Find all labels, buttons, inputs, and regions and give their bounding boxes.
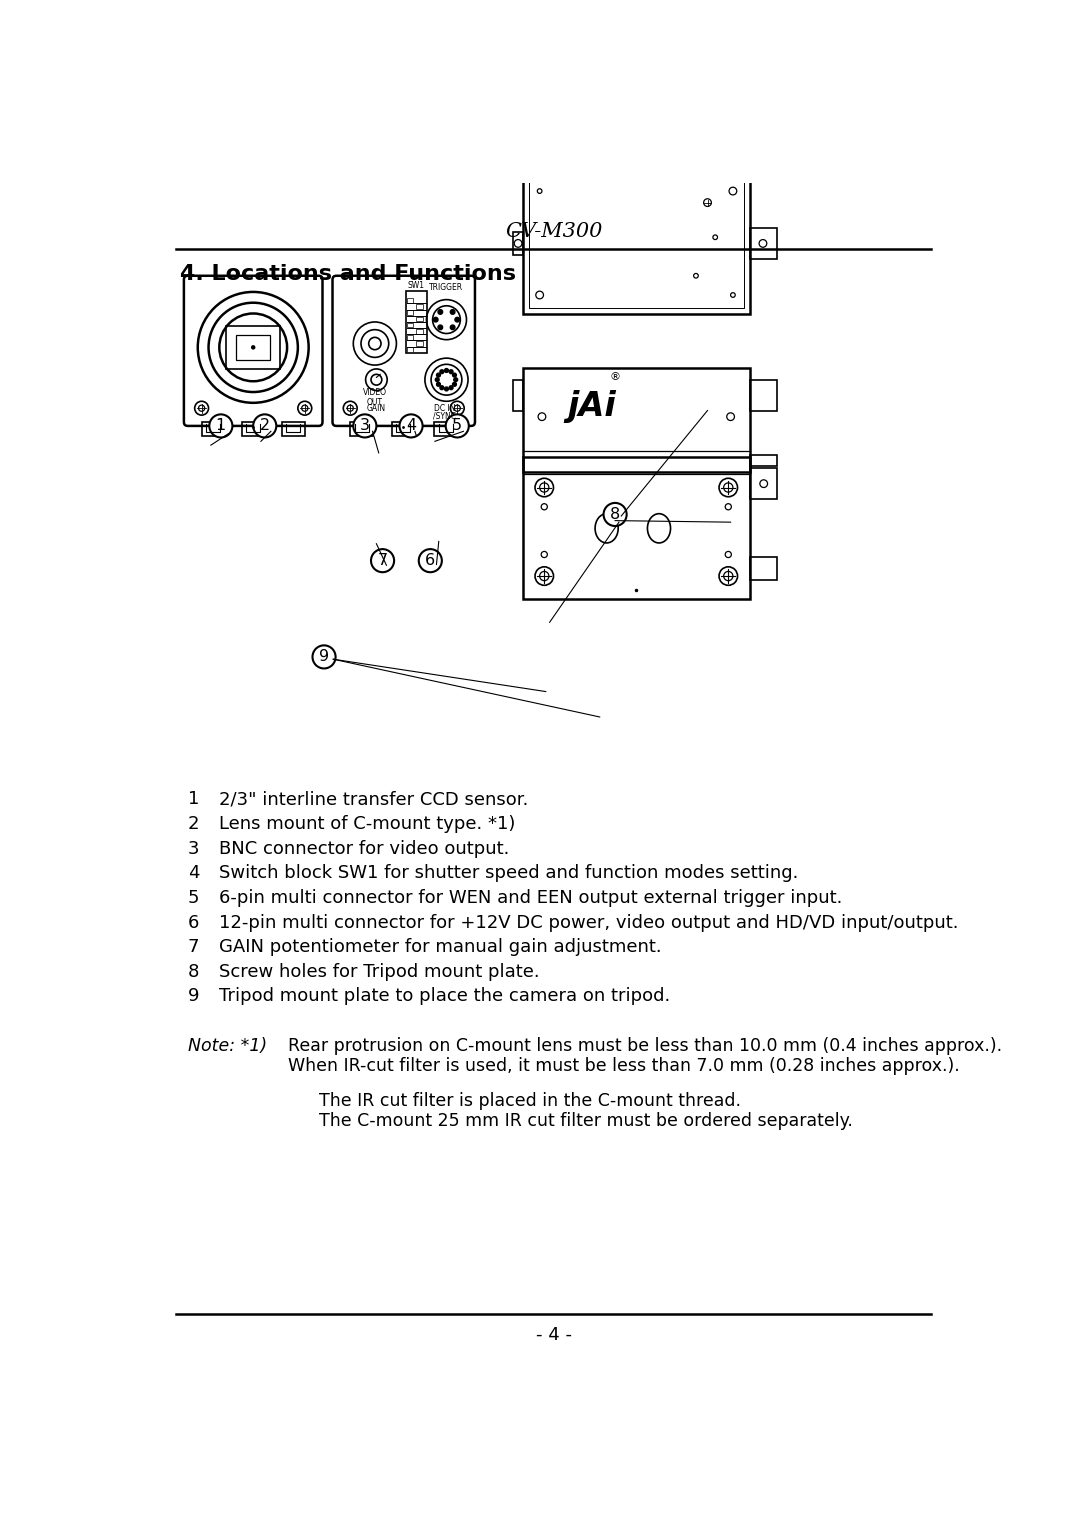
- Text: 5: 5: [188, 889, 199, 908]
- Text: 9: 9: [188, 987, 199, 1005]
- Circle shape: [372, 549, 394, 571]
- Text: VIDEO: VIDEO: [363, 388, 387, 397]
- Polygon shape: [407, 298, 414, 303]
- Text: 3: 3: [188, 840, 199, 857]
- Circle shape: [440, 385, 444, 390]
- Text: Screw holes for Tripod mount plate.: Screw holes for Tripod mount plate.: [218, 963, 539, 981]
- Text: Lens mount of C-mount type. *1): Lens mount of C-mount type. *1): [218, 814, 515, 833]
- Text: 6: 6: [426, 553, 435, 568]
- Circle shape: [450, 325, 455, 330]
- Circle shape: [604, 503, 626, 526]
- Circle shape: [449, 385, 453, 390]
- Text: 4: 4: [188, 865, 199, 882]
- Circle shape: [446, 414, 469, 437]
- Text: DC IN: DC IN: [434, 403, 456, 413]
- Circle shape: [453, 382, 457, 387]
- Text: jAi: jAi: [568, 390, 617, 423]
- Text: Switch block SW1 for shutter speed and function modes setting.: Switch block SW1 for shutter speed and f…: [218, 865, 798, 882]
- Text: 2/3" interline transfer CCD sensor.: 2/3" interline transfer CCD sensor.: [218, 790, 528, 808]
- Circle shape: [419, 549, 442, 571]
- Text: 12-pin multi connector for +12V DC power, video output and HD/VD input/output.: 12-pin multi connector for +12V DC power…: [218, 914, 958, 932]
- Polygon shape: [417, 329, 422, 333]
- Circle shape: [438, 325, 443, 330]
- Text: 8: 8: [610, 507, 620, 523]
- Text: ®: ®: [609, 373, 621, 382]
- Text: The IR cut filter is placed in the C-mount thread.: The IR cut filter is placed in the C-mou…: [319, 1093, 741, 1109]
- Circle shape: [400, 414, 422, 437]
- Text: 9: 9: [319, 649, 329, 665]
- Polygon shape: [417, 316, 422, 321]
- Polygon shape: [417, 304, 422, 309]
- Text: GAIN: GAIN: [367, 403, 386, 413]
- Polygon shape: [407, 322, 414, 327]
- Text: 6-pin multi connector for WEN and EEN output external trigger input.: 6-pin multi connector for WEN and EEN ou…: [218, 889, 842, 908]
- Text: 2: 2: [259, 419, 270, 434]
- Polygon shape: [407, 335, 414, 339]
- Text: TRIGGER: TRIGGER: [430, 283, 463, 292]
- Text: 5: 5: [453, 419, 462, 434]
- Circle shape: [455, 318, 460, 322]
- Circle shape: [438, 310, 443, 315]
- Text: Tripod mount plate to place the camera on tripod.: Tripod mount plate to place the camera o…: [218, 987, 670, 1005]
- Text: 8: 8: [188, 963, 199, 981]
- Circle shape: [435, 377, 440, 382]
- Circle shape: [440, 370, 444, 374]
- Circle shape: [449, 370, 453, 374]
- Text: 1: 1: [188, 790, 199, 808]
- Circle shape: [253, 414, 276, 437]
- Text: When IR-cut filter is used, it must be less than 7.0 mm (0.28 inches approx.).: When IR-cut filter is used, it must be l…: [288, 1056, 960, 1074]
- Polygon shape: [407, 310, 414, 315]
- Circle shape: [445, 368, 448, 373]
- Circle shape: [312, 645, 336, 668]
- Circle shape: [353, 414, 377, 437]
- Circle shape: [436, 373, 441, 377]
- Text: OUT: OUT: [367, 397, 382, 406]
- Text: - 4 -: - 4 -: [536, 1325, 571, 1343]
- Text: BNC connector for video output.: BNC connector for video output.: [218, 840, 509, 857]
- Text: 3: 3: [360, 419, 369, 434]
- Circle shape: [450, 310, 455, 315]
- Polygon shape: [407, 347, 414, 351]
- Circle shape: [453, 373, 457, 377]
- Circle shape: [436, 382, 441, 387]
- Circle shape: [454, 377, 458, 382]
- Text: SW1: SW1: [408, 281, 424, 289]
- Text: 4. Locations and Functions: 4. Locations and Functions: [180, 264, 516, 284]
- Circle shape: [445, 387, 448, 391]
- Text: 4: 4: [406, 419, 416, 434]
- Circle shape: [210, 414, 232, 437]
- Text: The C-mount 25 mm IR cut filter must be ordered separately.: The C-mount 25 mm IR cut filter must be …: [319, 1112, 852, 1131]
- Text: 1: 1: [216, 419, 226, 434]
- Text: 7: 7: [188, 938, 199, 957]
- Text: CV-M300: CV-M300: [504, 222, 603, 240]
- Text: Note: *1): Note: *1): [188, 1036, 267, 1054]
- Circle shape: [433, 318, 438, 322]
- Text: 2: 2: [188, 814, 199, 833]
- Polygon shape: [417, 341, 422, 345]
- Text: Rear protrusion on C-mount lens must be less than 10.0 mm (0.4 inches approx.).: Rear protrusion on C-mount lens must be …: [288, 1036, 1002, 1054]
- Circle shape: [252, 345, 255, 348]
- Text: /SYNC: /SYNC: [433, 411, 457, 420]
- Text: 7: 7: [378, 553, 388, 568]
- Text: 6: 6: [188, 914, 199, 932]
- Text: GAIN potentiometer for manual gain adjustment.: GAIN potentiometer for manual gain adjus…: [218, 938, 661, 957]
